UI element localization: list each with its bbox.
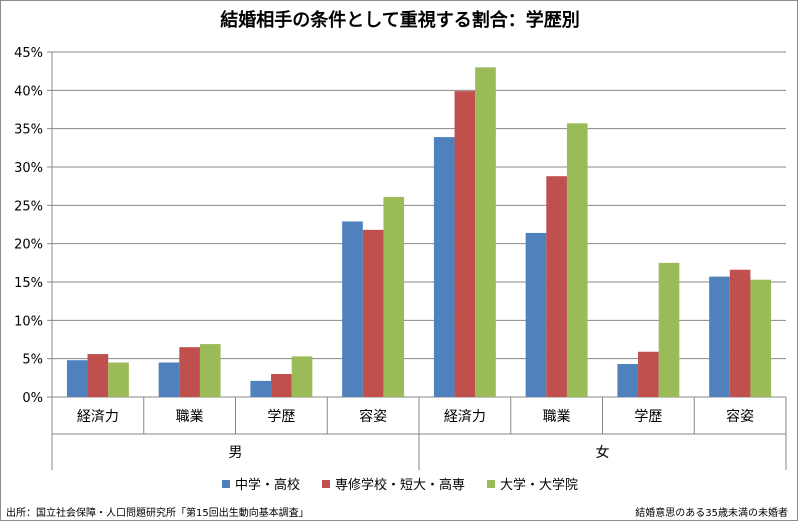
- y-tick-label: 10%: [14, 314, 43, 329]
- bar: [750, 279, 772, 397]
- y-tick-label: 35%: [14, 123, 43, 138]
- legend-swatch-series-3: [487, 479, 495, 488]
- chart-title: 結婚相手の条件として重視する割合：学歴別: [220, 10, 580, 31]
- group-label: 男: [229, 445, 243, 461]
- bar: [383, 196, 405, 397]
- legend-item-series-3: 大学・大学院: [487, 474, 578, 493]
- bar: [87, 354, 109, 397]
- y-tick-label: 0%: [22, 391, 43, 406]
- bar: [454, 91, 476, 397]
- bar: [433, 137, 455, 397]
- x-tick-label: 学歴: [634, 409, 662, 425]
- source-note: 出所：国立社会保障・人口問題研究所「第15回出生動向基本調査」: [6, 508, 309, 519]
- bar: [108, 362, 129, 397]
- bar: [66, 360, 88, 397]
- bar: [638, 351, 659, 397]
- bar: [342, 221, 363, 397]
- y-tick-label: 20%: [14, 238, 43, 253]
- x-tick-label: 学歴: [267, 409, 295, 425]
- x-tick-label: 経済力: [77, 409, 119, 425]
- bar: [199, 344, 221, 397]
- x-tick-label: 職業: [543, 409, 571, 425]
- bar: [271, 374, 292, 397]
- bar: [158, 362, 180, 397]
- group-label: 女: [596, 444, 610, 461]
- y-tick-label: 30%: [14, 161, 43, 176]
- bar: [291, 356, 313, 397]
- bar: [250, 380, 272, 397]
- x-tick-label: 容姿: [359, 408, 387, 425]
- y-tick-label: 45%: [14, 46, 43, 61]
- y-tick-label: 40%: [14, 84, 43, 99]
- legend-label-series-1: 中学・高校: [234, 478, 300, 493]
- legend-item-series-2: 専修学校・短大・高専: [321, 474, 465, 493]
- bar: [179, 347, 200, 397]
- bar: [546, 176, 567, 397]
- bar: [566, 123, 588, 398]
- y-tick-label: 5%: [22, 353, 43, 368]
- x-tick-label: 経済力: [444, 409, 486, 425]
- subject-note: 結婚意思のある35歳未満の未婚者: [635, 508, 788, 519]
- y-tick-label: 15%: [14, 276, 43, 291]
- legend: 中学・高校 専修学校・短大・高専 大学・大学院: [0, 474, 800, 493]
- y-tick-label: 25%: [14, 199, 43, 214]
- bar: [525, 232, 547, 397]
- x-tick-label: 容姿: [726, 408, 754, 425]
- bar: [709, 276, 730, 397]
- legend-swatch-series-2: [321, 479, 330, 488]
- bar: [658, 262, 680, 397]
- bar: [362, 229, 384, 397]
- legend-swatch-series-1: [221, 479, 230, 488]
- bar: [475, 67, 496, 397]
- bar: [617, 364, 639, 397]
- legend-label-series-2: 専修学校・短大・高専: [334, 478, 465, 493]
- legend-item-series-1: 中学・高校: [221, 474, 300, 493]
- bar: [729, 269, 751, 397]
- x-tick-label: 職業: [176, 409, 204, 425]
- legend-label-series-3: 大学・大学院: [500, 478, 579, 493]
